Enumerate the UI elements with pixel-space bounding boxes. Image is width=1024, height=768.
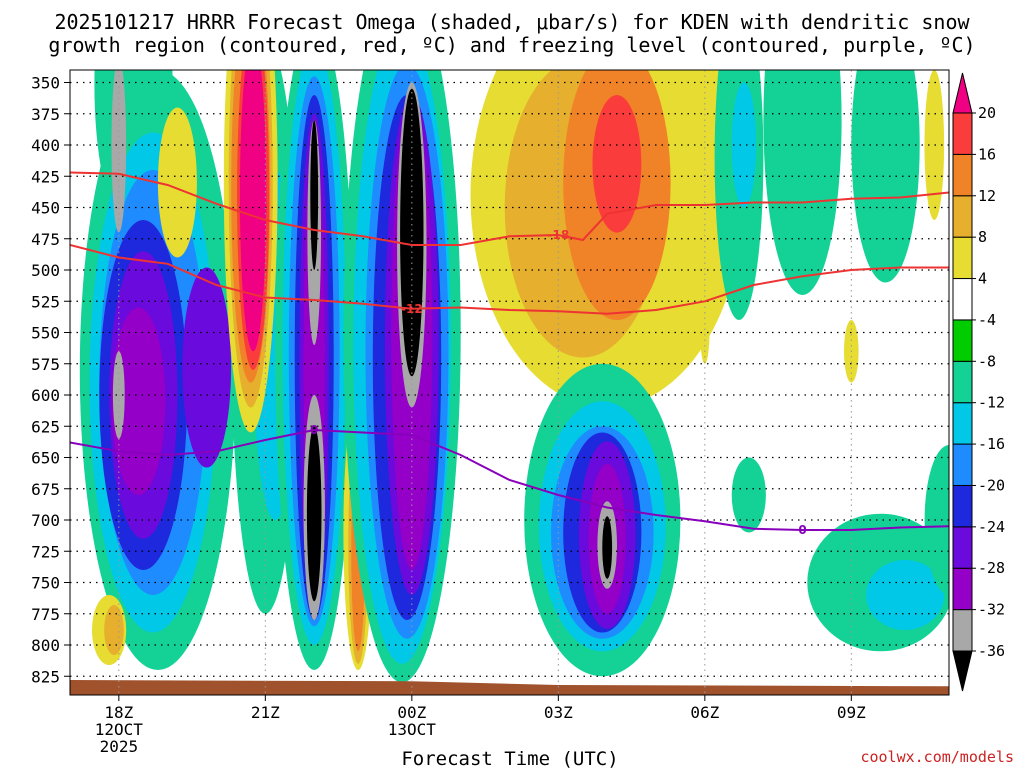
colorbar-band <box>952 153 973 197</box>
y-tick-label: 675 <box>31 480 60 499</box>
colorbar-band <box>952 319 973 362</box>
plot-area <box>70 70 949 695</box>
omega-shade-region <box>111 70 127 233</box>
omega-shade-region <box>104 605 124 655</box>
y-tick-label: 400 <box>31 136 60 155</box>
colorbar-band <box>952 526 973 569</box>
contour-line-freezing-level <box>70 428 949 531</box>
omega-shade-region <box>924 70 945 220</box>
y-tick-label: 500 <box>31 261 60 280</box>
colorbar-label: -32 <box>978 601 1005 619</box>
y-tick-label: 425 <box>31 167 60 186</box>
y-tick-label: 350 <box>31 74 60 93</box>
colorbar-band <box>952 484 973 528</box>
colorbar-label: -24 <box>978 518 1005 536</box>
colorbar-label: 4 <box>978 270 987 288</box>
contour-line-isotherm <box>70 171 949 246</box>
omega-shade-region <box>866 560 945 630</box>
omega-shade-region <box>924 445 949 595</box>
colorbar-label: -12 <box>978 394 1005 412</box>
colorbar-band <box>952 443 973 486</box>
y-tick-label: 700 <box>31 511 60 530</box>
credit-text: coolwx.com/models <box>860 748 1014 766</box>
colorbar-label: -4 <box>978 311 996 329</box>
colorbar-band <box>952 112 973 155</box>
omega-shade-region <box>699 288 710 364</box>
y-tick-label: 450 <box>31 199 60 218</box>
colorbar-band <box>952 236 973 280</box>
contour-lines <box>70 171 949 531</box>
chart-title-line-1: 2025101217 HRRR Forecast Omega (shaded, … <box>54 10 970 34</box>
y-tick-label: 725 <box>31 542 60 561</box>
contour-label: 0 <box>310 423 318 437</box>
omega-shade-region <box>851 70 920 283</box>
omega-shade-region <box>731 457 766 533</box>
colorbar-label: -8 <box>978 352 996 370</box>
omega-shade-region <box>182 267 232 468</box>
omega-shade-region <box>306 426 322 602</box>
x-tick-label: 00Z <box>397 703 426 722</box>
colorbar: -36 -32 -28 -24 -20 -16 -12 -8 -4 4 8 12 16 20 <box>952 72 1005 692</box>
y-tick-label: 525 <box>31 292 60 311</box>
x-axis-label: Forecast Time (UTC) <box>401 748 618 768</box>
colorbar-label: 20 <box>978 104 996 122</box>
plot-frame <box>69 69 950 696</box>
omega-shade-region <box>239 70 267 352</box>
x-tick-label: 12OCT <box>95 720 144 739</box>
y-tick-label: 575 <box>31 355 60 374</box>
x-tick-label: 18Z <box>104 703 133 722</box>
colorbar-band <box>952 567 973 611</box>
y-axis: 350 375 400 425 450 475 500 525 550 575 600 625 650 6… <box>31 74 70 686</box>
x-tick-label: 09Z <box>837 703 866 722</box>
colorbar-band <box>952 609 973 652</box>
colorbar-max-arrow <box>952 72 973 114</box>
chart-title-line-2: growth region (contoured, red, ºC) and f… <box>48 33 975 57</box>
y-tick-label: 600 <box>31 386 60 405</box>
contour-label: -18 <box>547 228 569 242</box>
contour-labels: -18 -12 0 0 <box>310 228 807 537</box>
y-tick-label: 800 <box>31 636 60 655</box>
colorbar-label: -16 <box>978 435 1005 453</box>
omega-shade-region <box>602 516 613 579</box>
x-tick-label: 13OCT <box>388 720 437 739</box>
y-tick-label: 650 <box>31 449 60 468</box>
x-tick-label: 06Z <box>690 703 719 722</box>
omega-shade-region <box>157 107 197 258</box>
colorbar-label: -36 <box>978 642 1005 660</box>
colorbar-label: 12 <box>978 187 996 205</box>
contour-label: 0 <box>798 523 806 537</box>
omega-shade-region <box>400 88 424 377</box>
y-tick-label: 375 <box>31 105 60 124</box>
omega-shade-region <box>592 95 642 233</box>
x-tick-label: 2025 <box>100 737 139 756</box>
colorbar-band <box>952 402 973 445</box>
omega-shade-region <box>731 82 757 208</box>
omega-shade-region <box>763 70 842 295</box>
y-tick-label: 775 <box>31 605 60 624</box>
x-tick-label: 21Z <box>251 703 280 722</box>
colorbar-label: 16 <box>978 145 996 163</box>
colorbar-label: 8 <box>978 228 987 246</box>
omega-shade-region <box>310 120 319 270</box>
y-tick-label: 750 <box>31 574 60 593</box>
contour-label: -12 <box>401 302 423 316</box>
colorbar-min-arrow <box>952 650 973 692</box>
terrain-surface <box>70 680 949 695</box>
colorbar-label: -28 <box>978 559 1005 577</box>
colorbar-band <box>952 360 973 404</box>
omega-shade-region <box>111 307 166 496</box>
y-tick-label: 475 <box>31 230 60 249</box>
colorbar-band <box>952 195 973 238</box>
colorbar-label: -20 <box>978 476 1005 494</box>
y-tick-label: 550 <box>31 324 60 343</box>
colorbar-band <box>952 278 973 321</box>
contour-line-isotherm <box>70 244 949 315</box>
y-tick-label: 625 <box>31 417 60 436</box>
y-tick-label: 825 <box>31 667 60 686</box>
x-tick-label: 03Z <box>544 703 573 722</box>
